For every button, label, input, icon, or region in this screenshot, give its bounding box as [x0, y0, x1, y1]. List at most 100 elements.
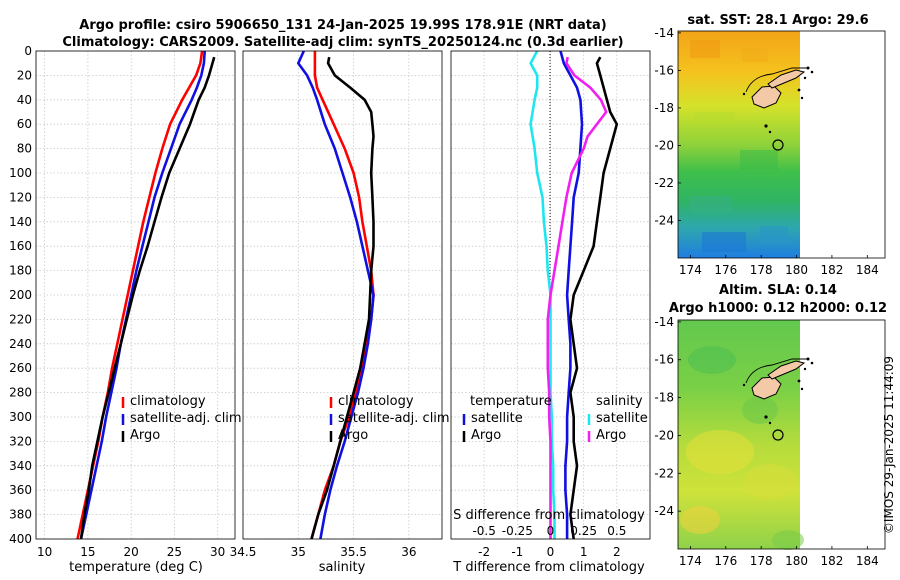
longitude-tick-label: 184: [856, 554, 879, 568]
vanua-levu-island: [767, 69, 806, 89]
depth-tick-label: 280: [9, 386, 32, 400]
depth-tick-label: 140: [9, 215, 32, 229]
legend-temperature-title: temperature: [470, 394, 552, 409]
longitude-tick-label: 180: [785, 554, 808, 568]
depth-tick-label: 120: [9, 190, 32, 204]
x-tick-label: 25: [167, 545, 182, 559]
longitude-tick-label: 178: [750, 554, 773, 568]
latitude-tick-label: -18: [654, 101, 674, 115]
s-tick-label: -0.5: [472, 524, 495, 538]
legend-argo: Argo: [130, 428, 160, 443]
depth-tick-label: 360: [9, 483, 32, 497]
difference-panel: -2 -1 0 1 2 -0.5 -0.25 0 0.25 0.5 S difference f…: [450, 50, 651, 575]
depth-tick-label: 60: [17, 117, 32, 131]
longitude-tick-label: 174: [679, 554, 702, 568]
legend-climatology: climatology: [130, 394, 206, 409]
difference-lines: [529, 51, 619, 539]
series-line-t-satellite: [559, 51, 584, 539]
salinity-grid: [242, 50, 442, 540]
x-tick-label: 30: [210, 545, 225, 559]
x-tick-label: 1: [580, 545, 588, 559]
sst-map-title: sat. SST: 28.1 Argo: 29.6: [687, 13, 868, 28]
latitude-tick-label: -18: [654, 391, 674, 405]
legend-s-satellite: satellite: [596, 411, 648, 426]
viti-levu-island: [751, 376, 782, 400]
depth-tick-label: 300: [9, 410, 32, 424]
vanua-levu-island: [767, 360, 806, 380]
sst-map-panel: sat. SST: 28.1 Argo: 29.6 174 176 178 180 18…: [654, 13, 886, 277]
legend-t-argo: Argo: [471, 428, 501, 443]
series-line-satellite-adj-clim: [79, 51, 206, 539]
depth-tick-label: 200: [9, 288, 32, 302]
depth-tick-label: 0: [24, 44, 32, 58]
latitude-tick-label: -16: [654, 353, 674, 367]
temperature-grid: [36, 50, 235, 540]
legend-t-satellite: satellite: [471, 411, 523, 426]
s-tick-label: 0.25: [570, 524, 597, 538]
depth-tick-label: 40: [17, 93, 32, 107]
sst-field: [678, 31, 800, 258]
longitude-tick-label: 176: [714, 554, 737, 568]
s-tick-label: 0.5: [607, 524, 626, 538]
longitude-tick-label: 182: [820, 263, 843, 277]
salinity-legend: climatology satellite-adj. clim Argo: [329, 394, 450, 443]
series-line-t-argo: [569, 56, 619, 539]
viti-levu-island: [751, 85, 782, 109]
x-tick-label: 35: [291, 545, 306, 559]
depth-tick-label: 160: [9, 239, 32, 253]
depth-tick-label: 100: [9, 166, 32, 180]
latitude-tick-label: -24: [654, 213, 674, 227]
latitude-tick-label: -14: [654, 315, 674, 329]
series-line-s-argo: [546, 56, 608, 539]
difference-s-ticks: -0.5 -0.25 0 0.25 0.5: [472, 524, 626, 538]
sla-map-title2: Argo h1000: 0.12 h2000: 0.12: [669, 301, 887, 316]
latitude-tick-label: -16: [654, 63, 674, 77]
longitude-tick-label: 182: [820, 554, 843, 568]
sla-map-ticks: 174 176 178 180 182 184 -14 -16 -18 -20 -22 -24: [654, 315, 878, 568]
latitude-tick-label: -20: [654, 138, 674, 152]
longitude-tick-label: 174: [679, 263, 702, 277]
salinity-axes-frame: [242, 50, 443, 540]
x-tick-label: -1: [511, 545, 523, 559]
x-tick-label: 36: [401, 545, 416, 559]
sla-texture: [680, 346, 804, 550]
depth-tick-label: 340: [9, 459, 32, 473]
x-tick-label: 34.5: [230, 545, 257, 559]
sst-texture: [690, 40, 788, 252]
difference-x-ticks: -2 -1 0 1 2: [478, 545, 620, 559]
legend-satellite-adj: satellite-adj. clim: [338, 411, 450, 426]
fiji-islands-sla: [742, 357, 814, 425]
sst-map-frame: [677, 30, 886, 259]
x-tick-label: 15: [80, 545, 95, 559]
salinity-x-ticks: 34.5 35 35.5 36: [230, 545, 417, 559]
depth-tick-label: 20: [17, 68, 32, 82]
difference-legend: temperature satellite Argo salinity sate…: [462, 394, 648, 443]
legend-climatology: climatology: [338, 394, 414, 409]
imos-timestamp: ©IMOS 29-Jan-2025 11:44:09: [882, 356, 896, 534]
temperature-y-ticks: 0 20 40 60 80 100 120 140 160 180 200 220 240 260 280 3…: [9, 44, 32, 546]
temperature-panel: 0 20 40 60 80 100 120 140 160 180 200 220 240 260 280 3…: [9, 44, 242, 575]
temperature-x-ticks: 10 15 20 25 30: [37, 545, 225, 559]
salinity-x-label: salinity: [319, 560, 366, 575]
series-line-argo: [79, 56, 216, 539]
salinity-lines: [296, 51, 375, 539]
x-tick-label: 20: [124, 545, 139, 559]
series-line-satellite-adj-clim: [296, 51, 375, 539]
temperature-lines: [76, 51, 216, 539]
figure-title-line1: Argo profile: csiro 5906650_131 24-Jan-2…: [79, 18, 606, 33]
sst-map-ticks: 174 176 178 180 182 184 -14 -16 -18 -20 -22 -24: [654, 26, 878, 277]
argo-location-marker: [772, 139, 784, 151]
series-line-s-satellite: [529, 51, 556, 539]
longitude-tick-label: 176: [714, 263, 737, 277]
x-tick-label: 10: [37, 545, 52, 559]
argo-location-marker: [772, 429, 784, 441]
legend-s-argo: Argo: [596, 428, 626, 443]
difference-axes-frame: [450, 50, 651, 540]
series-line-argo: [310, 56, 375, 539]
x-tick-label: -2: [478, 545, 490, 559]
s-tick-label: 0: [547, 524, 555, 538]
temperature-x-label: temperature (deg C): [69, 560, 203, 575]
sla-map-title1: Altim. SLA: 0.14: [719, 283, 837, 298]
longitude-tick-label: 184: [856, 263, 879, 277]
